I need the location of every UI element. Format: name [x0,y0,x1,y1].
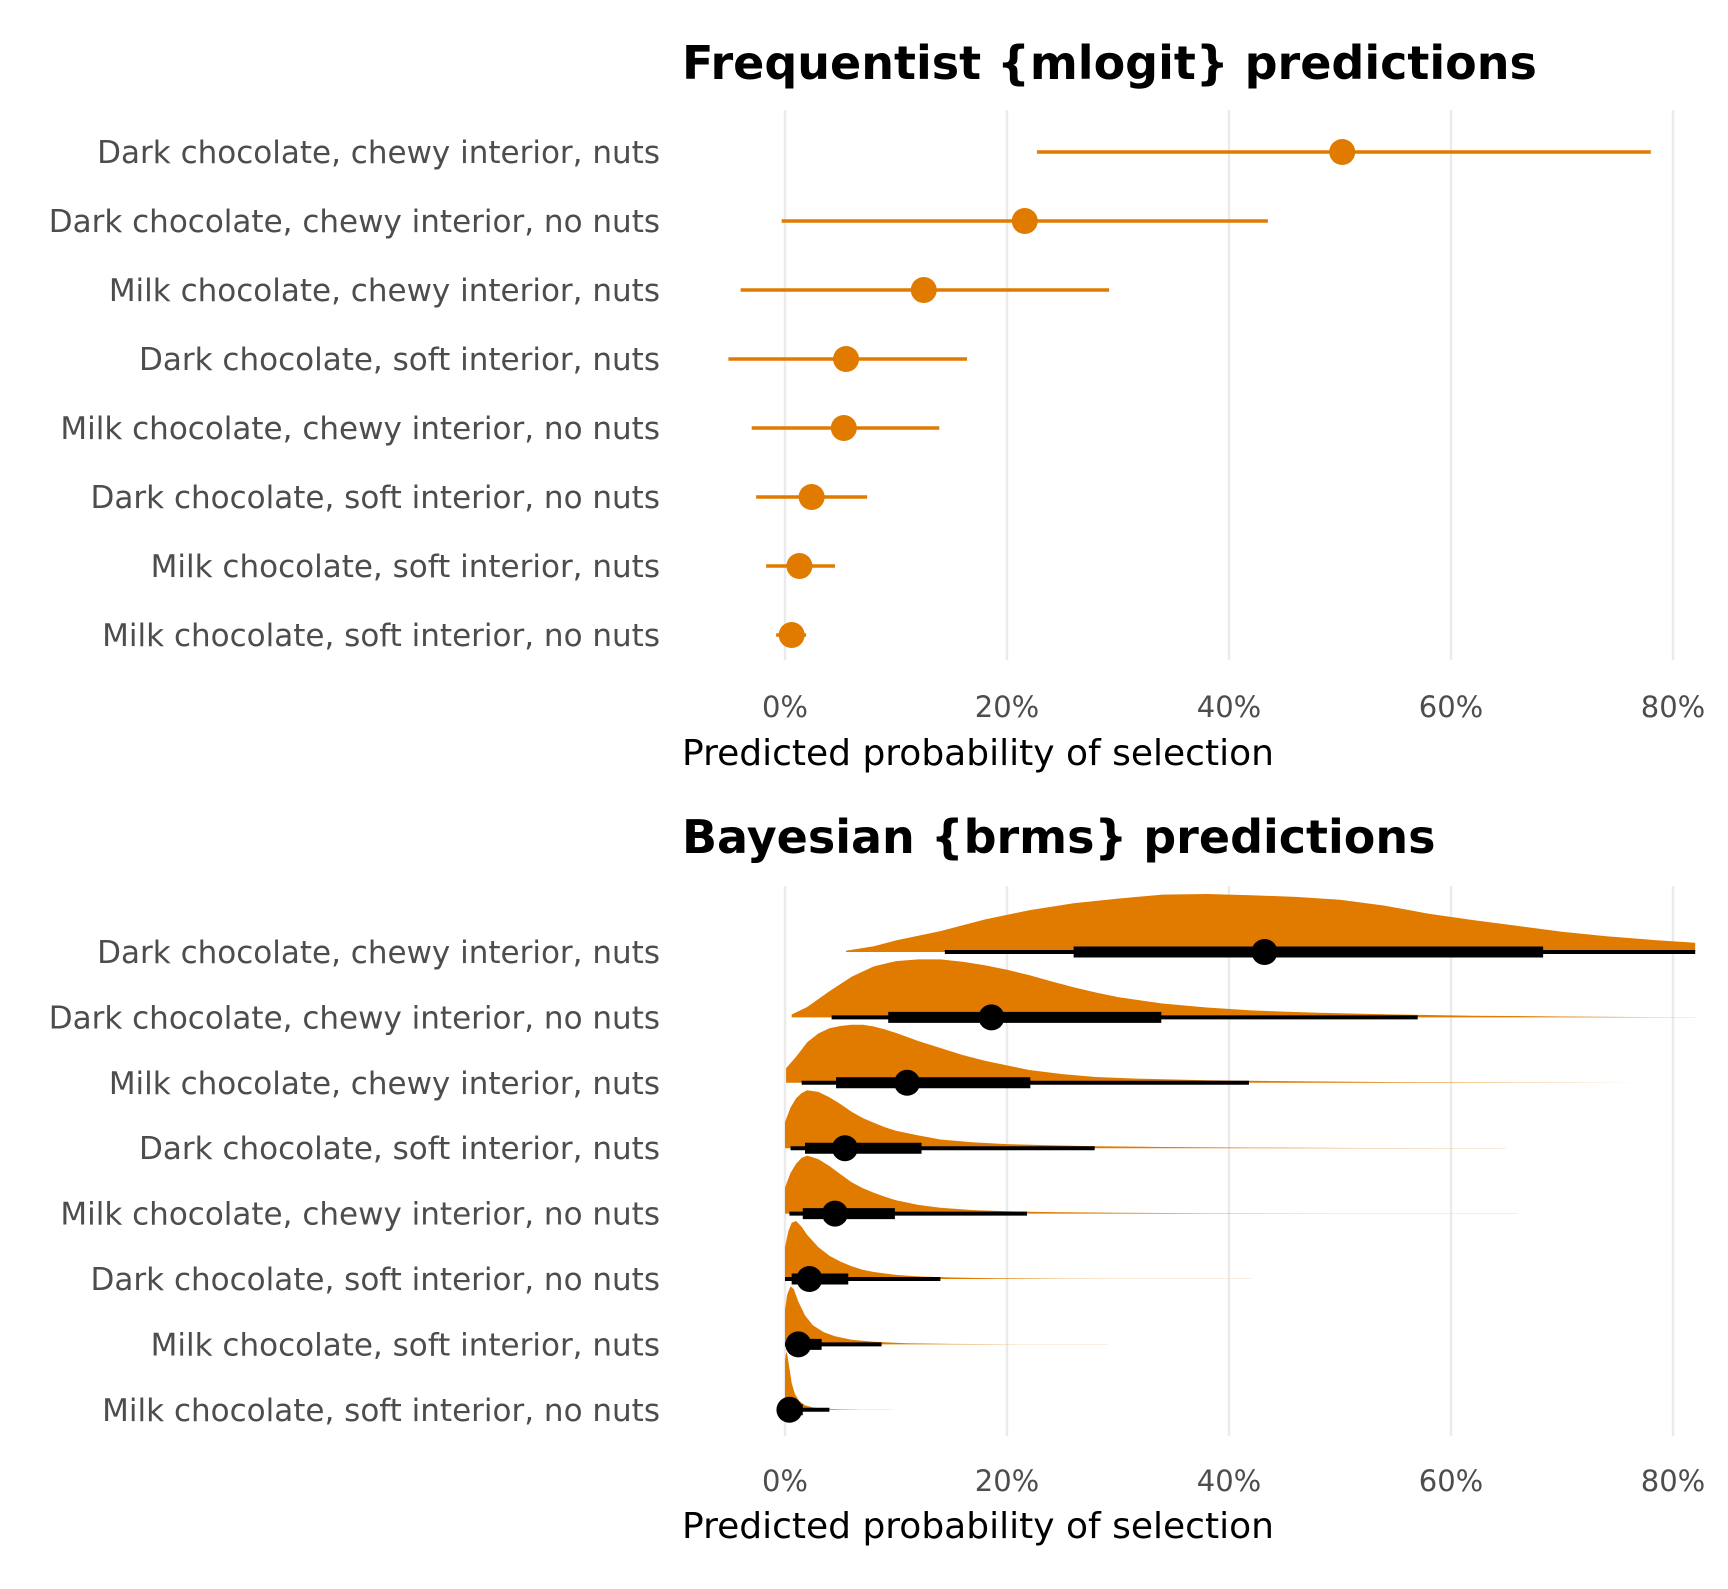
halfeye [785,1155,1518,1227]
category-label: Milk chocolate, chewy interior, nuts [109,273,660,309]
frequentist-gridlines [783,110,1675,660]
frequentist-x-tick-labels: 0% 20% 40% 60% 80% [762,690,1705,724]
bayesian-halfeyes [776,894,1696,1423]
density-slab [791,959,1696,1018]
category-label: Dark chocolate, chewy interior, nuts [97,935,660,971]
halfeye [776,1351,896,1423]
halfeye [785,1090,1507,1162]
density-slab [785,1221,1252,1279]
halfeye [846,894,1696,965]
frequentist-title: Frequentist {mlogit} predictions [682,36,1537,90]
category-label: Dark chocolate, chewy interior, no nuts [49,1000,660,1036]
posterior-median [821,1200,848,1227]
frequentist-category-labels: Dark chocolate, chewy interior, nuts Dark… [49,135,660,654]
x-tick-label: 20% [975,1464,1039,1498]
pointrange [751,415,940,441]
category-label: Dark chocolate, chewy interior, no nuts [49,204,660,240]
bayesian-x-tick-labels: 0% 20% 40% 60% 80% [762,1464,1705,1498]
point-estimate [910,277,937,303]
frequentist-panel: Frequentist {mlogit} predictions Dark ch… [49,36,1706,774]
frequentist-pointranges [728,139,1651,648]
bayesian-panel: Bayesian {brms} predictions Dark chocola… [49,810,1706,1547]
x-tick-label: 80% [1641,1464,1705,1498]
x-tick-label: 60% [1419,690,1483,724]
category-label: Milk chocolate, chewy interior, nuts [109,1066,660,1102]
pointrange [728,346,968,372]
halfeye [786,1024,1640,1096]
point-estimate [1011,208,1038,234]
x-tick-label: 40% [1197,1464,1261,1498]
bayesian-title: Bayesian {brms} predictions [682,810,1436,864]
bayesian-category-labels: Dark chocolate, chewy interior, nuts Dark… [49,935,660,1429]
category-label: Milk chocolate, soft interior, no nuts [102,618,660,654]
bayesian-x-axis-label: Predicted probability of selection [682,1506,1274,1547]
density-slab [785,1155,1518,1214]
x-tick-label: 80% [1641,690,1705,724]
x-tick-label: 0% [762,690,808,724]
halfeye [785,1286,1107,1358]
density-slab [785,1090,1507,1149]
point-estimate [798,484,825,510]
category-label: Milk chocolate, chewy interior, no nuts [60,1197,660,1233]
pointrange [766,553,835,579]
posterior-median [785,1331,812,1358]
posterior-median [1251,939,1278,965]
halfeye [785,1221,1252,1292]
halfeye [791,959,1696,1031]
x-tick-label: 40% [1197,690,1261,724]
x-tick-label: 0% [762,1464,808,1498]
pointrange [756,484,868,510]
posterior-median [978,1004,1005,1031]
pointrange [740,277,1110,303]
pointrange [776,622,807,648]
point-estimate [778,622,805,648]
category-label: Dark chocolate, soft interior, nuts [139,342,660,378]
category-label: Milk chocolate, soft interior, no nuts [102,1393,660,1429]
x-tick-label: 20% [975,690,1039,724]
density-slab [785,1286,1107,1345]
density-slab [846,894,1696,952]
category-label: Dark chocolate, soft interior, no nuts [91,1262,660,1298]
category-label: Dark chocolate, soft interior, nuts [139,1131,660,1167]
point-estimate [1329,139,1356,165]
posterior-median [831,1135,858,1162]
category-label: Milk chocolate, chewy interior, no nuts [60,411,660,447]
posterior-median [894,1069,921,1096]
category-label: Dark chocolate, chewy interior, nuts [97,135,660,171]
category-label: Milk chocolate, soft interior, nuts [151,549,660,585]
posterior-median [776,1396,803,1423]
pointrange [1036,139,1651,165]
category-label: Dark chocolate, soft interior, no nuts [91,480,660,516]
point-estimate [786,553,813,579]
category-label: Milk chocolate, soft interior, nuts [151,1327,660,1363]
point-estimate [833,346,860,372]
frequentist-x-axis-label: Predicted probability of selection [682,733,1274,774]
posterior-median [796,1266,823,1292]
x-tick-label: 60% [1419,1464,1483,1498]
density-slab [786,1024,1640,1083]
pointrange [781,208,1268,234]
point-estimate [830,415,857,441]
